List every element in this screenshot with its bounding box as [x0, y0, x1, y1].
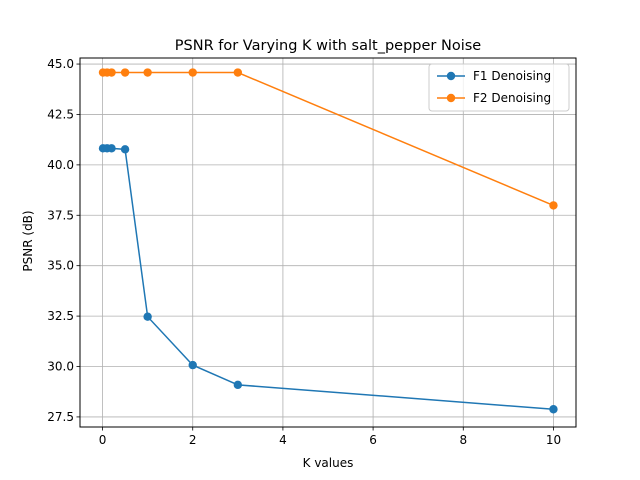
data-point	[107, 144, 116, 153]
data-point	[549, 405, 558, 414]
grid	[80, 58, 576, 427]
x-axis-label: K values	[303, 456, 354, 470]
y-axis-label: PSNR (dB)	[21, 210, 35, 271]
legend-item: F1 Denoising	[437, 69, 551, 83]
y-tick-label: 40.0	[47, 158, 74, 172]
y-tick-label: 45.0	[47, 57, 74, 71]
legend-item: F2 Denoising	[437, 91, 551, 105]
legend: F1 Denoising F2 Denoising	[428, 63, 570, 112]
data-point	[120, 145, 130, 154]
y-tick-label: 32.5	[47, 309, 74, 323]
x-tick-label: 2	[189, 433, 197, 447]
data-point	[143, 68, 152, 77]
data-point	[549, 201, 558, 210]
legend-label: F2 Denoising	[473, 91, 551, 105]
y-tick-label: 30.0	[47, 360, 74, 374]
x-tick-label: 10	[546, 433, 561, 447]
series-2	[98, 68, 558, 210]
data-point	[143, 312, 152, 321]
x-tick-label: 4	[279, 433, 287, 447]
legend-label: F1 Denoising	[473, 69, 551, 83]
data-point	[188, 68, 197, 77]
y-tick-label: 35.0	[47, 259, 74, 273]
data-point	[233, 68, 243, 77]
ticks: 0 2 4 6 8 10 27.5 30.0 32.5 35.0 37.5 40.0 42.5 45.0	[47, 57, 561, 447]
x-tick-label: 6	[369, 433, 377, 447]
plot-frame	[79, 57, 577, 428]
x-tick-label: 8	[459, 433, 467, 447]
legend-marker	[446, 93, 456, 103]
data-point	[107, 68, 116, 77]
data-point	[120, 68, 130, 77]
data-point	[233, 380, 243, 390]
x-tick-label: 0	[99, 433, 107, 447]
y-tick-label: 42.5	[47, 107, 74, 121]
series-1	[98, 144, 558, 414]
chart-title: PSNR for Varying K with salt_pepper Nois…	[175, 38, 481, 54]
y-tick-label: 27.5	[47, 410, 74, 424]
series-layer	[98, 68, 558, 414]
y-tick-label: 37.5	[47, 208, 74, 222]
legend-marker	[446, 71, 456, 81]
data-point	[188, 360, 197, 370]
